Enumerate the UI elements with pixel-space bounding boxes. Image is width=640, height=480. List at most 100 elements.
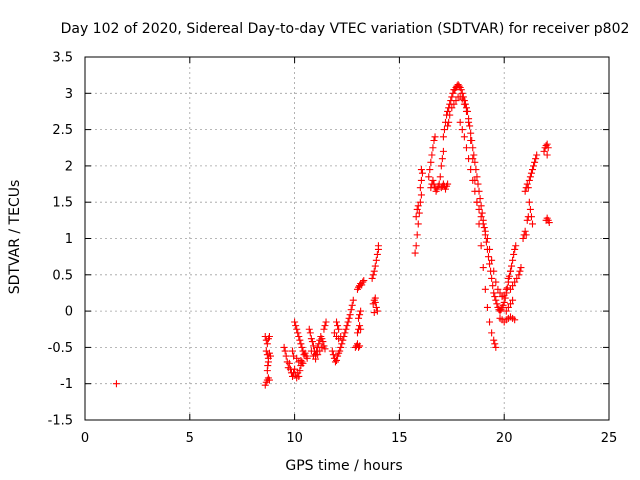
data-point — [416, 184, 424, 192]
data-point — [305, 325, 313, 333]
data-point — [508, 262, 516, 270]
data-point — [448, 93, 456, 101]
data-point — [349, 296, 357, 304]
data-point — [321, 345, 329, 353]
data-point — [525, 176, 533, 184]
y-tick-label: 2.5 — [52, 123, 73, 138]
data-point — [341, 329, 349, 337]
x-tick-label: 25 — [601, 431, 618, 446]
x-tick-label: 10 — [286, 431, 303, 446]
data-point — [442, 185, 450, 193]
data-point — [296, 367, 304, 375]
data-point — [511, 245, 519, 253]
data-point — [294, 329, 302, 337]
data-point — [281, 347, 289, 355]
data-point — [493, 300, 501, 308]
data-point — [524, 184, 532, 192]
data-point — [481, 227, 489, 235]
data-point — [360, 277, 368, 285]
data-point — [449, 89, 457, 97]
data-point — [307, 347, 315, 355]
data-point — [418, 169, 426, 177]
data-point — [509, 256, 517, 264]
data-point — [517, 264, 525, 272]
data-point — [501, 294, 509, 302]
data-point — [492, 296, 500, 304]
data-point — [414, 202, 422, 210]
data-point — [412, 242, 420, 250]
data-point — [524, 213, 532, 221]
data-point — [525, 198, 533, 206]
data-point — [521, 187, 529, 195]
data-point — [494, 285, 502, 293]
data-point — [506, 285, 514, 293]
axis-ticks — [84, 56, 610, 421]
data-point — [511, 278, 519, 286]
data-point — [496, 289, 504, 297]
data-point — [513, 274, 521, 282]
data-point — [452, 97, 460, 105]
y-tick-label: 0 — [65, 305, 73, 320]
data-point — [355, 343, 363, 351]
data-point — [478, 209, 486, 217]
data-point — [301, 349, 309, 357]
data-point — [356, 322, 364, 330]
data-point — [373, 250, 381, 258]
data-point — [469, 144, 477, 152]
data-point — [515, 271, 523, 279]
series-seg-8.7a — [261, 358, 273, 389]
data-point — [477, 202, 485, 210]
data-point — [458, 126, 466, 134]
data-point — [372, 303, 380, 311]
data-point — [465, 155, 473, 163]
data-point — [479, 220, 487, 228]
data-point — [545, 219, 553, 227]
data-point — [460, 100, 468, 108]
data-point — [266, 352, 274, 360]
data-point — [467, 166, 475, 174]
data-point — [282, 352, 290, 360]
data-point — [531, 158, 539, 166]
data-points — [112, 81, 553, 389]
data-point — [491, 340, 499, 348]
data-point — [533, 151, 541, 159]
data-point — [355, 314, 363, 322]
data-point — [348, 301, 356, 309]
data-point — [337, 333, 345, 341]
data-point — [316, 347, 324, 355]
data-point — [426, 166, 434, 174]
data-point — [417, 176, 425, 184]
data-point — [292, 322, 300, 330]
data-point — [488, 329, 496, 337]
data-point — [295, 333, 303, 341]
data-point — [417, 191, 425, 199]
data-point — [467, 129, 475, 137]
data-point — [488, 256, 496, 264]
data-point — [455, 82, 463, 90]
data-point — [483, 235, 491, 242]
data-point — [299, 359, 307, 367]
data-point — [431, 133, 439, 141]
series-seg-13 — [351, 277, 368, 351]
data-point — [476, 195, 484, 203]
series-seg-15.8 — [411, 166, 426, 257]
data-point — [492, 278, 500, 286]
data-point — [415, 209, 423, 217]
data-point — [336, 347, 344, 355]
data-point — [482, 238, 490, 246]
data-point — [112, 380, 120, 388]
data-point — [503, 284, 511, 292]
data-point — [528, 220, 536, 228]
data-point — [477, 213, 485, 221]
data-point — [289, 347, 297, 355]
data-point — [467, 136, 475, 144]
data-point — [293, 325, 301, 333]
data-point — [358, 281, 366, 289]
data-point — [416, 198, 424, 206]
data-point — [413, 231, 421, 239]
data-point — [500, 291, 508, 299]
data-point — [510, 250, 518, 258]
series-seg-11 — [305, 318, 330, 363]
data-point — [475, 205, 483, 213]
data-point — [346, 311, 354, 319]
